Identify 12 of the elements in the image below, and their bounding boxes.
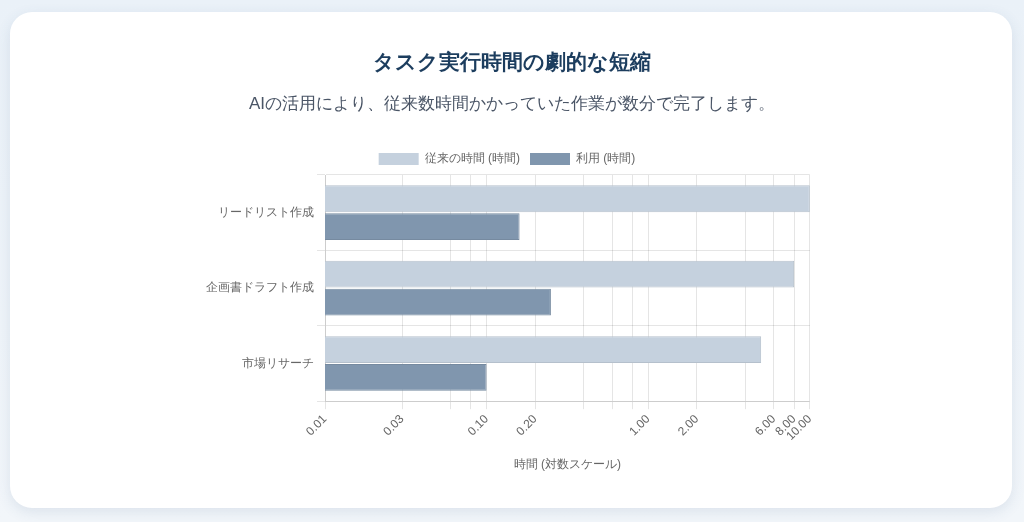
legend-label: 従来の時間 (時間) <box>424 151 520 166</box>
x-tick-label: 0.01 <box>303 411 330 439</box>
chart-title: タスク実行時間の劇的な短縮 <box>372 49 652 76</box>
y-tick-label: リードリスト作成 <box>218 205 314 220</box>
chart-subtitle: AIの活用により、従来数時間かかっていた作業が数分で完了します。 <box>247 93 777 115</box>
y-tick-label: 企画書ドラフト作成 <box>206 280 314 295</box>
x-tick-label: 0.10 <box>464 411 492 439</box>
legend-label: 利用 (時間) <box>576 151 636 166</box>
x-tick-label: 0.20 <box>513 411 540 439</box>
y-tick-label: 市場リサーチ <box>242 355 314 370</box>
x-axis-title: 時間 (対数スケール) <box>513 457 622 472</box>
x-tick-label: 0.03 <box>380 411 407 439</box>
